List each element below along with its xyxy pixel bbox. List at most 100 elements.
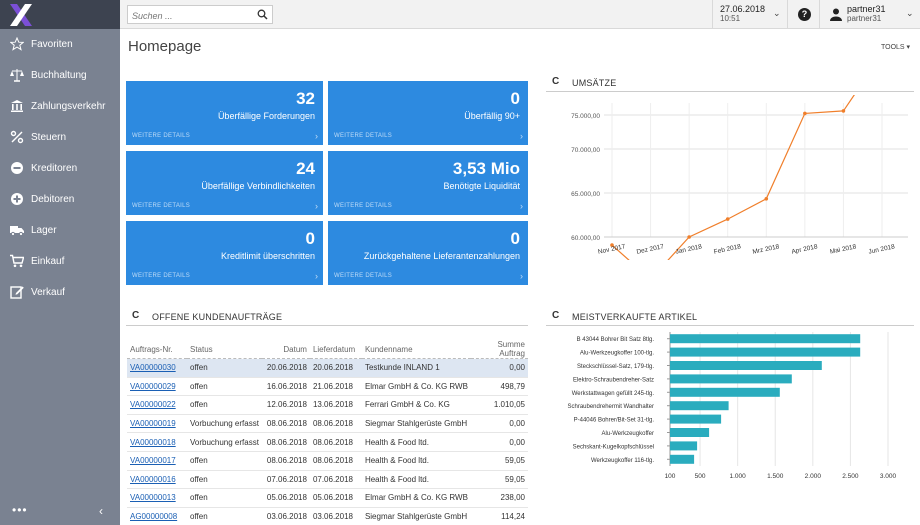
order-number-link[interactable]: AG00000008 [127,507,187,525]
chevron-right-icon[interactable]: › [520,271,523,281]
kpi-tile[interactable]: 0 Kreditlimit überschritten WEITERE DETA… [126,221,323,285]
x-tick-label: 100 [665,473,676,480]
chevron-right-icon[interactable]: › [315,201,318,211]
user-icon[interactable] [830,8,842,21]
table-row[interactable]: VA00000019 Vorbuchung erfasst 08.06.2018 08… [127,414,528,434]
details-link[interactable]: WEITERE DETAILS [132,133,191,139]
bar [670,454,695,464]
x-tick-label: Mai 2018 [829,243,857,255]
order-status: Vorbuchung erfasst [187,432,262,452]
order-sum: 1.010,05 [470,395,528,415]
date-selector[interactable]: 27.06.2018 10:51 [720,4,765,24]
series-line [611,95,855,260]
collapse-sidebar-icon[interactable]: ‹ [99,504,103,518]
customer-name: Siegmar Stahlgerüste GmbH [361,414,471,434]
app-logo[interactable] [0,0,120,29]
order-number-link[interactable]: VA00000029 [127,377,187,397]
artikel-header: C MEISTVERKAUFTE ARTIKEL [546,309,914,326]
search-input[interactable] [128,7,248,25]
chevron-right-icon[interactable]: › [315,271,318,281]
user-menu[interactable]: partner31 partner31 [847,4,886,24]
chevron-right-icon[interactable]: › [520,201,523,211]
order-number-link[interactable]: VA00000022 [127,395,187,415]
order-number-link[interactable]: VA00000013 [127,488,187,508]
kpi-tile[interactable]: 3,53 Mio Benötigte Liquidität WEITERE DE… [328,151,528,215]
kpi-value: 0 [510,89,520,108]
bar [670,361,822,370]
order-status: offen [187,470,262,490]
details-link[interactable]: WEITERE DETAILS [334,203,393,209]
user-name: partner31 [847,4,886,14]
artikel-bar-chart: 100 500 1.000 1.500 2.000 2.500 3.000 B 43044 B… [568,332,897,480]
kpi-value: 0 [510,229,520,248]
y-tick-label: Alu-Werkzeugkoffer 100-tlg. [580,351,654,357]
data-point [725,217,730,221]
sidebar-item-verkauf[interactable]: Verkauf [0,277,120,307]
x-tick-label: 1.500 [767,473,784,480]
sidebar-item-debitoren[interactable]: Debitoren [0,184,120,214]
chevron-right-icon[interactable]: › [520,131,523,141]
table-row[interactable]: AG00000008 offen 03.06.2018 03.06.2018 Siegm… [127,507,528,525]
sidebar-item-kreditoren[interactable]: Kreditoren [0,153,120,183]
details-link[interactable]: WEITERE DETAILS [334,273,393,279]
order-date: 05.06.2018 [261,488,310,508]
table-row[interactable]: VA00000030 offen 20.06.2018 20.06.2018 Testk… [127,358,528,378]
details-link[interactable]: WEITERE DETAILS [132,273,191,279]
column-header[interactable]: Summe Auftrag [470,340,528,359]
column-header[interactable]: Kundenname [361,340,471,359]
chevron-down-icon[interactable]: ⌄ [773,8,781,18]
refresh-icon[interactable]: C [552,310,560,321]
details-link[interactable]: WEITERE DETAILS [132,203,191,209]
details-link[interactable]: WEITERE DETAILS [334,133,393,139]
x-tick-label: 500 [695,473,706,480]
table-row[interactable]: VA00000018 Vorbuchung erfasst 08.06.2018 08… [127,432,528,452]
kpi-tile[interactable]: 0 Zurückgehaltene Lieferantenzahlungen W… [328,221,528,285]
table-row[interactable]: VA00000022 offen 12.06.2018 13.06.2018 Ferra… [127,395,528,415]
bank-icon [11,100,23,112]
data-point [841,109,846,113]
order-sum: 114,24 [470,507,528,525]
column-header[interactable]: Lieferdatum [309,340,362,359]
order-date: 20.06.2018 [261,358,310,378]
top-bar: 27.06.2018 10:51 ⌄ ? partner31 partner31… [0,0,920,29]
help-icon[interactable]: ? [798,8,811,21]
chevron-down-icon[interactable]: ⌄ [906,8,914,18]
table-row[interactable]: VA00000013 offen 05.06.2018 05.06.2018 Elmar… [127,488,528,508]
more-icon[interactable]: ••• [12,503,28,517]
x-tick-label: 3.000 [880,473,897,480]
sidebar-item-zahlungsverkehr[interactable]: Zahlungsverkehr [0,91,120,121]
refresh-icon[interactable]: C [132,310,140,321]
order-number-link[interactable]: VA00000017 [127,451,187,471]
sidebar-item-buchhaltung[interactable]: Buchhaltung [0,60,120,90]
order-number-link[interactable]: VA00000019 [127,414,187,434]
table-row[interactable]: VA00000029 offen 16.06.2018 21.06.2018 Elmar… [127,377,528,397]
sidebar-item-label: Steuern [31,132,67,143]
table-row[interactable]: VA00000017 offen 08.06.2018 08.06.2018 Healt… [127,451,528,471]
bar [670,401,729,411]
y-tick-label: Alu-Werkzeugkoffer [602,431,654,437]
column-header[interactable]: Datum [261,340,310,359]
sidebar-item-favoriten[interactable]: Favoriten [0,29,120,59]
column-header[interactable]: Status [187,340,262,359]
column-header[interactable]: Auftrags-Nr. [127,340,187,359]
kpi-tile[interactable]: 32 Überfällige Forderungen WEITERE DETAI… [126,81,323,145]
customer-name: Elmar GmbH & Co. KG RWB [361,377,471,397]
kpi-tile[interactable]: 0 Überfällig 90+ WEITERE DETAILS › [328,81,528,145]
refresh-icon[interactable]: C [552,76,560,87]
table-header-row: Auftrags-Nr. Status Datum Lieferdatum Ku… [127,340,528,359]
sidebar-item-lager[interactable]: Lager [0,215,120,245]
kpi-tile[interactable]: 24 Überfällige Verbindlichkeiten WEITERE… [126,151,323,215]
search-box [127,5,273,25]
chevron-right-icon[interactable]: › [315,131,318,141]
y-tick-label: Elektro-Schraubendreher-Satz [573,377,654,383]
order-sum: 59,05 [470,451,528,471]
order-number-link[interactable]: VA00000016 [127,470,187,490]
kpi-label: Überfällige Verbindlichkeiten [201,181,315,191]
order-number-link[interactable]: VA00000018 [127,432,187,452]
tools-menu[interactable]: TOOLS ▾ [881,44,911,51]
order-number-link[interactable]: VA00000030 [127,358,187,378]
sidebar-item-einkauf[interactable]: Einkauf [0,246,120,276]
search-icon[interactable] [257,9,268,20]
sidebar-item-steuern[interactable]: Steuern [0,122,120,152]
table-row[interactable]: VA00000016 offen 07.06.2018 07.06.2018 Healt… [127,470,528,490]
